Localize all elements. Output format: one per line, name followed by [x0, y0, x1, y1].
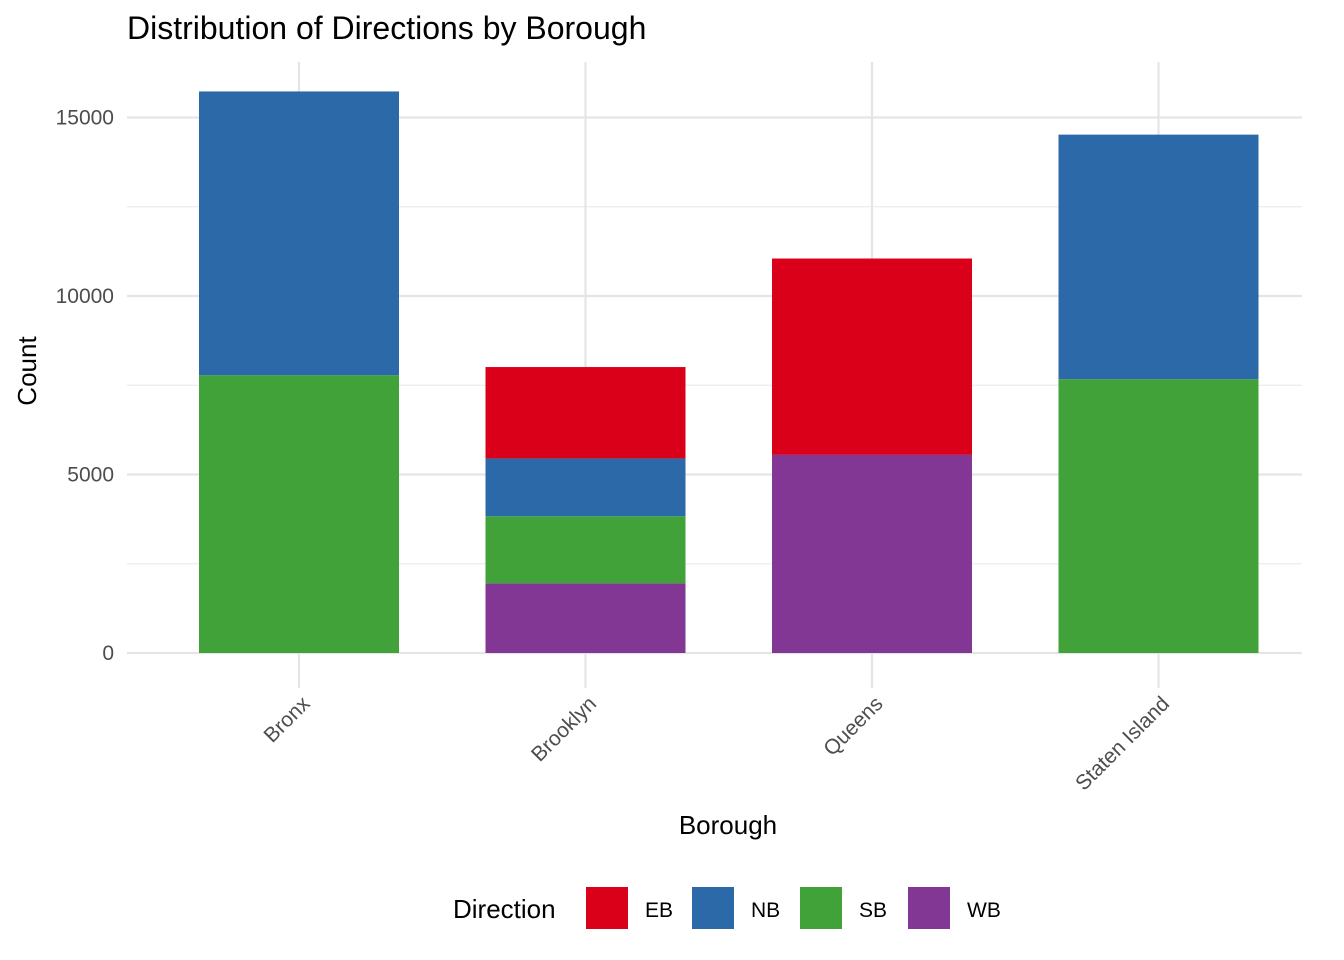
x-axis-ticks: Bronx Brooklyn Queens Staten Island [259, 692, 1174, 795]
bar-queens-wb [772, 454, 972, 653]
y-tick-label: 5000 [67, 464, 114, 487]
x-tick-label: Staten Island [1071, 692, 1174, 795]
bar-brooklyn-nb [485, 458, 686, 517]
legend-key-nb [692, 887, 734, 929]
legend-title: Direction [453, 894, 556, 924]
legend-label-sb: SB [859, 899, 887, 922]
legend-label-eb: EB [645, 899, 673, 922]
legend-key-sb [800, 887, 842, 929]
legend-key-eb [586, 887, 628, 929]
legend-label-wb: WB [967, 899, 1001, 922]
y-tick-label: 10000 [56, 285, 114, 308]
x-tick-label: Queens [819, 692, 887, 760]
chart-title: Distribution of Directions by Borough [127, 10, 646, 46]
bar-bronx-nb [199, 91, 399, 376]
legend-key-wb [908, 887, 950, 929]
y-tick-label: 15000 [56, 107, 114, 130]
bar-staten-island-nb [1058, 134, 1259, 380]
legend-label-nb: NB [751, 899, 780, 922]
x-tick-label: Bronx [259, 692, 314, 747]
bar-brooklyn-eb [485, 367, 686, 459]
y-tick-label: 0 [102, 642, 114, 665]
bar-brooklyn-sb [485, 516, 686, 584]
bar-brooklyn-wb [485, 583, 686, 653]
x-axis-title: Borough [679, 810, 777, 840]
bar-queens-eb [772, 258, 972, 455]
bars [199, 91, 1259, 653]
y-axis-ticks: 0 5000 10000 15000 [56, 107, 114, 666]
x-tick-label: Brooklyn [527, 692, 601, 766]
bar-staten-island-sb [1058, 379, 1259, 653]
bar-bronx-sb [199, 375, 399, 653]
y-axis-title: Count [12, 336, 42, 406]
legend: Direction EB NB SB WB [453, 887, 1001, 929]
